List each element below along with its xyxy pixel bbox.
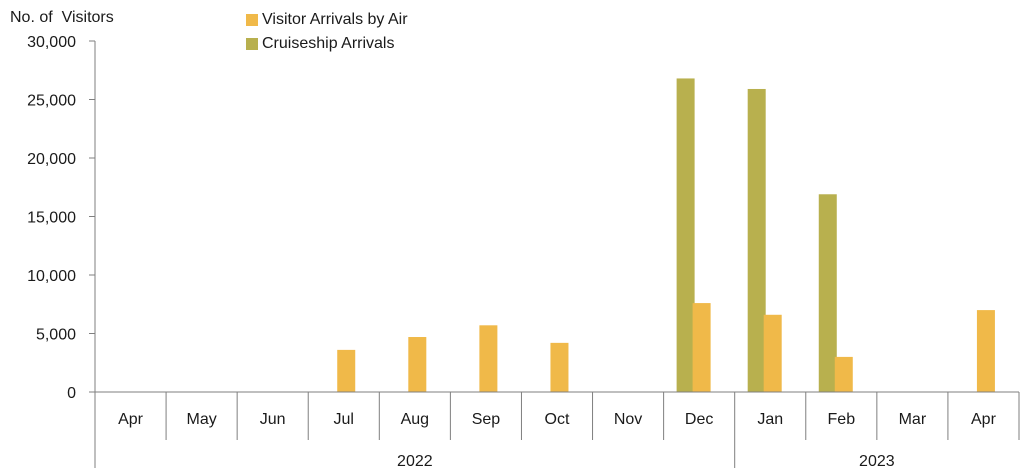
x-tick-label: Mar [899, 411, 927, 428]
x-tick-label: Apr [118, 411, 144, 428]
year-label: 2023 [859, 453, 895, 470]
y-tick-label: 0 [67, 385, 76, 402]
x-tick-label: Jun [260, 411, 286, 428]
y-axis-title: No. of Visitors [10, 9, 114, 26]
bar-air-4 [408, 337, 427, 392]
bar-cruiseship-9 [747, 88, 766, 392]
x-tick-label: Jul [334, 411, 354, 428]
year-label: 2022 [397, 453, 433, 470]
legend-label-air: Visitor Arrivals by Air [262, 11, 408, 28]
bar-air-12 [976, 310, 995, 392]
legend-item-cruise: Cruiseship Arrivals [246, 32, 408, 56]
legend-swatch-air [246, 14, 258, 26]
y-tick-label: 10,000 [27, 268, 76, 285]
x-tick-label: Jan [757, 411, 783, 428]
y-tick-label: 5,000 [36, 327, 76, 344]
y-tick-label: 20,000 [27, 151, 76, 168]
y-tick-label: 15,000 [27, 210, 76, 227]
legend-swatch-cruise [246, 38, 258, 50]
x-tick-label: Sep [472, 411, 501, 428]
legend: Visitor Arrivals by Air Cruiseship Arriv… [246, 8, 408, 56]
x-tick-label: May [186, 411, 216, 428]
bar-air-8 [692, 303, 711, 392]
bar-air-6 [550, 342, 569, 392]
bar-cruiseship-8 [676, 78, 695, 392]
legend-item-air: Visitor Arrivals by Air [246, 8, 408, 32]
x-tick-label: Feb [828, 411, 856, 428]
y-tick-label: 30,000 [27, 34, 76, 51]
bar-cruiseship-10 [818, 194, 837, 392]
legend-label-cruise: Cruiseship Arrivals [262, 35, 395, 52]
x-tick-label: Oct [545, 411, 570, 428]
bar-air-3 [337, 349, 356, 392]
x-tick-label: Dec [685, 411, 713, 428]
bar-air-10 [834, 356, 853, 392]
x-tick-label: Aug [401, 411, 429, 428]
x-tick-label: Nov [614, 411, 642, 428]
bar-air-5 [479, 325, 498, 392]
y-tick-label: 25,000 [27, 93, 76, 110]
x-tick-label: Apr [971, 411, 997, 428]
bar-air-9 [763, 314, 782, 392]
